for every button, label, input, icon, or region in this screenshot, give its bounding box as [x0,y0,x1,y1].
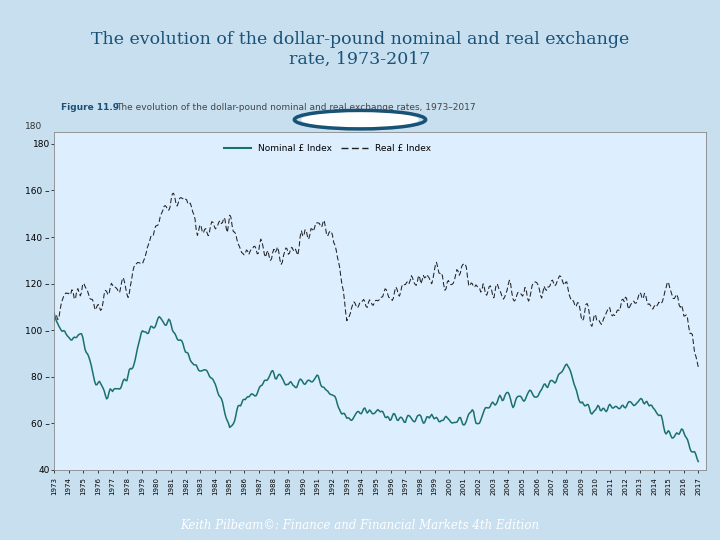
Text: The evolution of the dollar-pound nominal and real exchange
rate, 1973-2017: The evolution of the dollar-pound nomina… [91,31,629,68]
Text: Keith Pilbeam©: Finance and Financial Markets 4th Edition: Keith Pilbeam©: Finance and Financial Ma… [181,518,539,532]
Text: The evolution of the dollar-pound nominal and real exchange rates, 1973–2017: The evolution of the dollar-pound nomina… [116,103,475,112]
Text: Figure 11.9: Figure 11.9 [60,103,119,112]
Legend: Nominal £ Index, Real £ Index: Nominal £ Index, Real £ Index [220,140,435,157]
Circle shape [301,111,419,128]
Text: 180: 180 [24,122,42,131]
